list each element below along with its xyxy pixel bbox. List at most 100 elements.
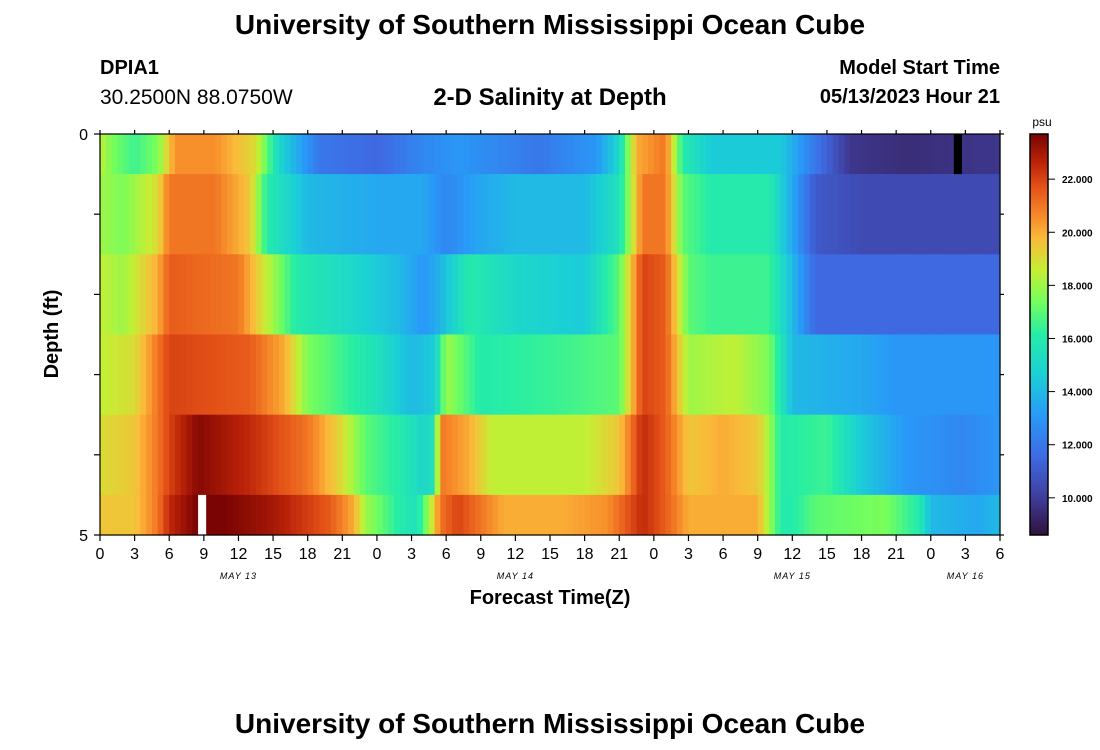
heatmap-cell [296,334,303,416]
heatmap-cell [775,174,782,255]
heatmap-cell [648,254,655,336]
heatmap-cell [688,334,695,416]
heatmap-cell [648,494,655,536]
heatmap-cell [867,174,874,255]
heatmap-cell [573,334,580,416]
heatmap-cell [596,254,603,336]
heatmap-cell [878,174,886,255]
heatmap-cell [157,494,165,536]
heatmap-cell [561,254,568,336]
heatmap-cell [769,334,776,416]
heatmap-cell [134,174,141,255]
heatmap-cell [948,414,955,496]
heatmap-cell [463,334,470,416]
heatmap-cell [526,254,534,336]
heatmap-cell [330,254,338,336]
heatmap-cell [232,134,240,175]
heatmap-cell [694,254,701,336]
heatmap-cell [907,494,915,536]
heatmap-cell [746,254,753,336]
heatmap-cell [775,414,782,496]
heatmap-cell [198,134,205,175]
heatmap-cell [486,134,493,175]
heatmap-cell [221,414,228,496]
heatmap-cell [278,174,286,255]
heatmap-cell [261,334,268,416]
heatmap-cell [751,494,759,536]
heatmap-cell [469,494,476,536]
heatmap-cell [786,134,793,175]
heatmap-cell [163,334,170,416]
heatmap-cell [809,134,816,175]
heatmap-cell [636,334,643,416]
heatmap-cell [336,134,343,175]
heatmap-cell [884,494,891,536]
heatmap-cell [215,494,222,536]
heatmap-cell [850,134,857,175]
heatmap-cell [907,334,915,416]
heatmap-cell [163,254,170,336]
page-title: University of Southern Mississippi Ocean… [234,9,866,40]
heatmap-cell [192,134,199,175]
heatmap-cell [584,494,591,536]
heatmap-cell [146,134,153,175]
heatmap-cell [503,254,511,336]
heatmap-cell [901,494,909,536]
heatmap-cell [613,334,620,416]
heatmap-cell [538,334,545,416]
heatmap-cell [942,174,949,255]
heatmap-cell [803,254,811,336]
heatmap-cell [919,134,926,175]
heatmap-cell [405,414,413,496]
heatmap-cell [250,494,257,536]
heatmap-cell [186,334,193,416]
heatmap-cell [486,254,493,336]
heatmap-cell [584,254,591,336]
heatmap-cell [780,494,788,536]
heatmap-cell [221,134,228,175]
heatmap-cell [838,494,845,536]
heatmap-cell [365,174,372,255]
heatmap-cell [417,254,424,336]
x-tick-label: 0 [649,546,658,563]
heatmap-cell [976,254,984,336]
heatmap-cell [169,334,176,416]
heatmap-cell [976,414,984,496]
heatmap-cell [428,494,436,536]
heatmap-cell [117,494,124,536]
heatmap-cell [521,494,528,536]
heatmap-cell [838,254,845,336]
heatmap-cell [688,134,695,175]
heatmap-cell [411,174,418,255]
heatmap-cell [665,414,672,496]
heatmap-cell [573,254,580,336]
heatmap-cell [757,414,765,496]
heatmap-cell [717,134,724,175]
heatmap-cell [382,134,390,175]
heatmap-cell [550,134,557,175]
heatmap-cell [221,494,228,536]
heatmap-cell [111,334,118,416]
heatmap-cell [826,494,834,536]
heatmap-cell [319,134,326,175]
heatmap-cell [780,134,788,175]
heatmap-cell [982,254,990,336]
heatmap-cell [728,414,736,496]
heatmap-cell [930,414,938,496]
heatmap-cell [498,494,505,536]
heatmap-cell [625,414,632,496]
x-tick-label: 15 [541,546,559,563]
heatmap-cell [792,334,799,416]
heatmap-cell [405,334,413,416]
heatmap-cell [209,134,216,175]
heatmap-cell [711,494,718,536]
heatmap-cell [601,254,609,336]
heatmap-cell [111,414,118,496]
heatmap-cell [780,414,788,496]
heatmap-cell [763,414,770,496]
heatmap-cell [578,134,586,175]
heatmap-cell [544,174,551,255]
heatmap-cell [180,134,188,175]
heatmap-cell [896,254,903,336]
heatmap-cell [948,334,955,416]
